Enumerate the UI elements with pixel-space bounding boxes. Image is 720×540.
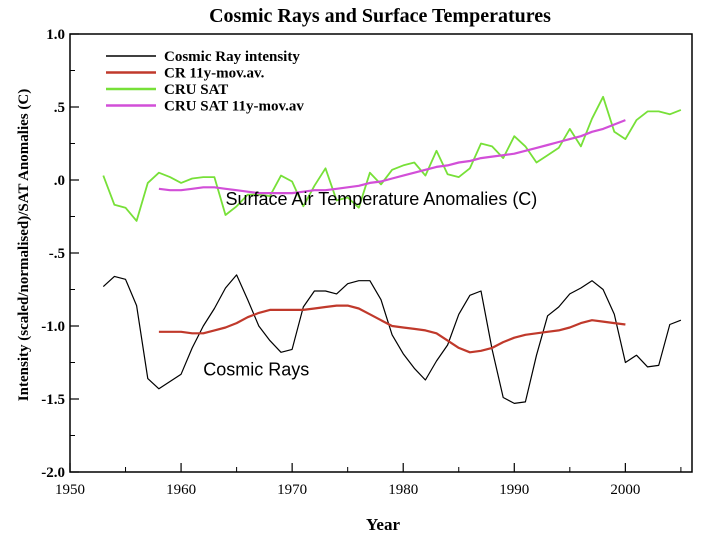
x-tick-label-1980: 1980 xyxy=(388,482,418,498)
y-tick-label: -.5 xyxy=(49,246,65,262)
plot-area: 1950 1960 1970 1980 1990 2000 1.0 .5 .0 -.5 -1.0 -1… xyxy=(41,27,693,498)
x-tick-label-1950: 1950 xyxy=(55,482,85,498)
chart-title: Cosmic Rays and Surface Temperatures xyxy=(209,5,551,27)
x-axis-label: Year xyxy=(366,515,400,534)
y-tick-label: -2.0 xyxy=(41,465,65,481)
x-tick-label-1990: 1990 xyxy=(499,482,529,498)
series-line-0 xyxy=(102,274,682,404)
y-tick-label: 1.0 xyxy=(46,27,65,43)
legend-entry-1: CR 11y-mov.av. xyxy=(164,66,265,82)
x-tick-label-2000: 2000 xyxy=(610,482,640,498)
legend-entry-3: CRU SAT 11y-mov.av xyxy=(164,99,304,115)
x-tick-label-1960: 1960 xyxy=(166,482,196,498)
series-line-1 xyxy=(158,304,626,354)
y-tick-label: .0 xyxy=(54,173,65,189)
legend-entry-2: CRU SAT xyxy=(164,82,228,98)
annotation-0: Surface Air Temperature Anomalies (C) xyxy=(226,189,538,209)
series-line-3 xyxy=(158,119,626,195)
x-tick-label-1970: 1970 xyxy=(277,482,307,498)
legend-entry-0: Cosmic Ray intensity xyxy=(164,49,300,65)
y-axis-label: Intensity (scaled/normalised)/SAT Anomal… xyxy=(16,89,32,401)
y-tick-label: -1.0 xyxy=(41,319,65,335)
y-tick-label: -1.5 xyxy=(41,392,65,408)
series-line-2 xyxy=(102,95,682,222)
annotation-1: Cosmic Rays xyxy=(203,360,309,380)
y-tick-label: .5 xyxy=(54,100,65,116)
